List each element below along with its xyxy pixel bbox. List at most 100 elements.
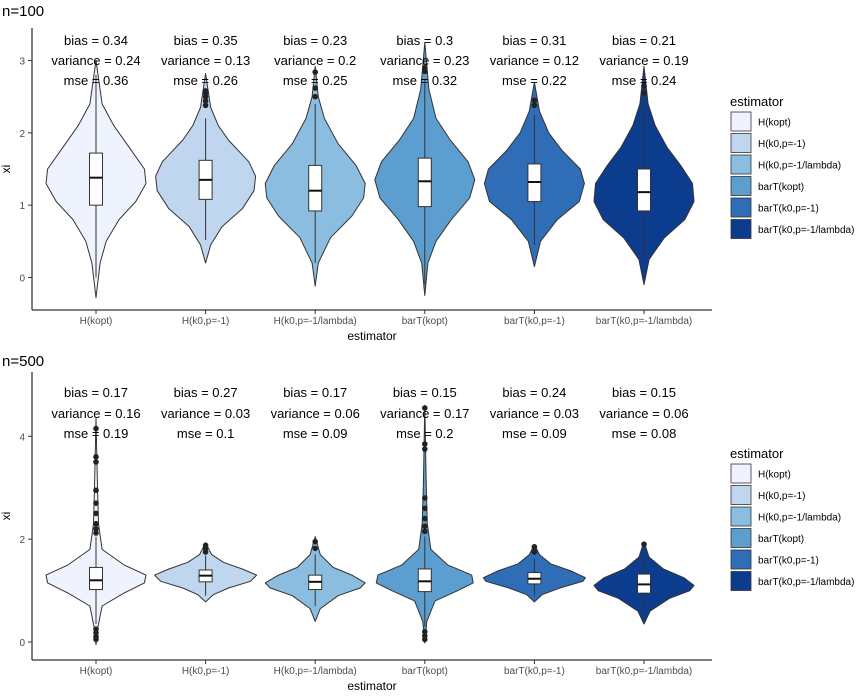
box-iqr xyxy=(89,152,103,206)
y-tick-label: 0 xyxy=(19,638,25,649)
annotation-mse: mse = 0.36 xyxy=(64,73,129,88)
x-axis-label: estimator xyxy=(347,679,396,693)
outlier-point xyxy=(93,500,99,506)
annotation-bias: bias = 0.27 xyxy=(174,385,238,400)
outlier-point xyxy=(531,549,538,555)
x-tick-label: barT(k0,p=-1) xyxy=(504,316,565,327)
outlier-point xyxy=(422,633,428,639)
legend: estimator H(kopt) H(k0,p=-1) H(k0,p=-1/lamb… xyxy=(730,94,854,239)
annotation-variance: variance = 0.06 xyxy=(271,406,360,421)
outlier-point xyxy=(641,83,647,89)
outlier-point xyxy=(93,510,99,517)
x-tick-label: H(k0,p=-1/lambda) xyxy=(274,316,357,327)
series-1: bias = 0.34 variance = 0.24 mse = 0.36 xyxy=(45,33,147,299)
legend-key xyxy=(730,133,752,153)
legend-key xyxy=(730,506,752,527)
annotation-variance: variance = 0.24 xyxy=(51,53,140,68)
series-6: bias = 0.21 variance = 0.19 mse = 0.24 xyxy=(593,33,695,286)
chart-panel-1: n=100 0 1 2 3 xi H(kopt) H(k0,p=-1) H(k0,p=-1/la… xyxy=(0,3,854,343)
x-tick-label: barT(kopt) xyxy=(402,666,448,677)
outlier-point xyxy=(202,102,209,109)
outlier-point xyxy=(202,88,209,94)
annotation-variance: variance = 0.12 xyxy=(490,53,579,68)
legend-entry-label: barT(k0,p=-1) xyxy=(758,556,819,567)
annotation-variance: variance = 0.16 xyxy=(51,406,140,421)
series-1: bias = 0.17 variance = 0.16 mse = 0.19 xyxy=(45,385,147,646)
annotation-bias: bias = 0.23 xyxy=(283,33,347,48)
outlier-point xyxy=(422,495,428,501)
annotation-mse: mse = 0.32 xyxy=(392,73,457,88)
legend-entry-label: H(k0,p=-1/lambda) xyxy=(758,161,841,172)
legend-key xyxy=(730,485,752,505)
series-5: bias = 0.24 variance = 0.03 mse = 0.09 xyxy=(482,385,586,603)
series-3: bias = 0.17 variance = 0.06 mse = 0.09 xyxy=(264,385,366,622)
legend-title: estimator xyxy=(730,94,784,109)
legend-key xyxy=(730,176,752,196)
series-6: bias = 0.15 variance = 0.06 mse = 0.08 xyxy=(593,385,695,625)
y-tick-label: 0 xyxy=(19,273,25,284)
legend-key xyxy=(730,549,752,570)
series-3: bias = 0.23 variance = 0.2 mse = 0.25 xyxy=(264,33,366,287)
legend-key xyxy=(730,463,752,484)
outlier-point xyxy=(93,626,99,632)
legend-title: estimator xyxy=(730,446,784,461)
legend-key xyxy=(730,571,752,591)
chart-title: n=500 xyxy=(2,353,44,370)
annotation-variance: variance = 0.06 xyxy=(599,406,688,421)
legend-key xyxy=(730,528,752,548)
annotation-mse: mse = 0.24 xyxy=(612,73,677,88)
outlier-point xyxy=(312,93,319,100)
legend-entry-label: barT(k0,p=-1) xyxy=(758,204,819,215)
x-tick-label: barT(kopt) xyxy=(402,316,448,327)
chart-title: n=100 xyxy=(2,3,44,20)
x-tick-label: H(k0,p=-1) xyxy=(182,666,230,677)
legend-entry-label: H(k0,p=-1/lambda) xyxy=(758,513,841,524)
x-tick-label: H(k0,p=-1/lambda) xyxy=(274,666,357,677)
outlier-point xyxy=(531,544,538,550)
annotation-bias: bias = 0.31 xyxy=(502,33,566,48)
box-iqr xyxy=(89,566,103,591)
outlier-point xyxy=(312,69,319,75)
annotation-bias: bias = 0.17 xyxy=(64,385,128,400)
x-tick-label: H(k0,p=-1) xyxy=(182,316,230,327)
annotation-mse: mse = 0.25 xyxy=(283,73,348,88)
y-tick-label: 3 xyxy=(19,57,25,68)
annotation-bias: bias = 0.17 xyxy=(283,385,347,400)
legend-entry-label: barT(k0,p=-1/lambda) xyxy=(758,577,854,588)
y-tick-label: 2 xyxy=(19,129,25,140)
outlier-point xyxy=(641,90,647,96)
outlier-point xyxy=(312,538,319,545)
y-axis-label: xi xyxy=(0,165,13,174)
box-iqr xyxy=(417,157,432,208)
x-tick-label: H(kopt) xyxy=(80,666,113,677)
annotation-mse: mse = 0.1 xyxy=(177,426,234,441)
box-iqr xyxy=(308,164,323,212)
outlier-point xyxy=(531,97,538,104)
outlier-point xyxy=(93,530,99,536)
outlier-point xyxy=(422,446,428,452)
box-iqr xyxy=(417,568,432,593)
legend-entry-label: barT(kopt) xyxy=(758,534,804,545)
annotation-bias: bias = 0.15 xyxy=(612,385,676,400)
x-tick-label: H(kopt) xyxy=(80,316,113,327)
chart-panel-2: n=500 0 2 4 xi H(kopt) H(k0,p=-1) H(k0,p=-1/lam… xyxy=(0,353,854,693)
outlier-point xyxy=(312,545,319,552)
annotation-bias: bias = 0.3 xyxy=(396,33,453,48)
outlier-point xyxy=(202,98,209,104)
x-tick-label: barT(k0,p=-1) xyxy=(504,666,565,677)
series-4: bias = 0.3 variance = 0.23 mse = 0.32 xyxy=(374,33,476,296)
legend-entry-label: H(kopt) xyxy=(758,470,791,481)
annotation-bias: bias = 0.15 xyxy=(393,385,457,400)
legend-entry-label: H(kopt) xyxy=(758,118,791,129)
outlier-point xyxy=(422,523,428,530)
annotation-variance: variance = 0.19 xyxy=(599,53,688,68)
series-2: bias = 0.27 variance = 0.03 mse = 0.1 xyxy=(154,385,258,603)
y-tick-label: 1 xyxy=(19,201,25,212)
outlier-point xyxy=(422,441,428,447)
outlier-point xyxy=(93,425,99,432)
legend-key xyxy=(730,111,752,132)
outlier-point xyxy=(422,505,428,512)
annotation-variance: variance = 0.23 xyxy=(380,53,469,68)
annotation-mse: mse = 0.09 xyxy=(502,426,567,441)
